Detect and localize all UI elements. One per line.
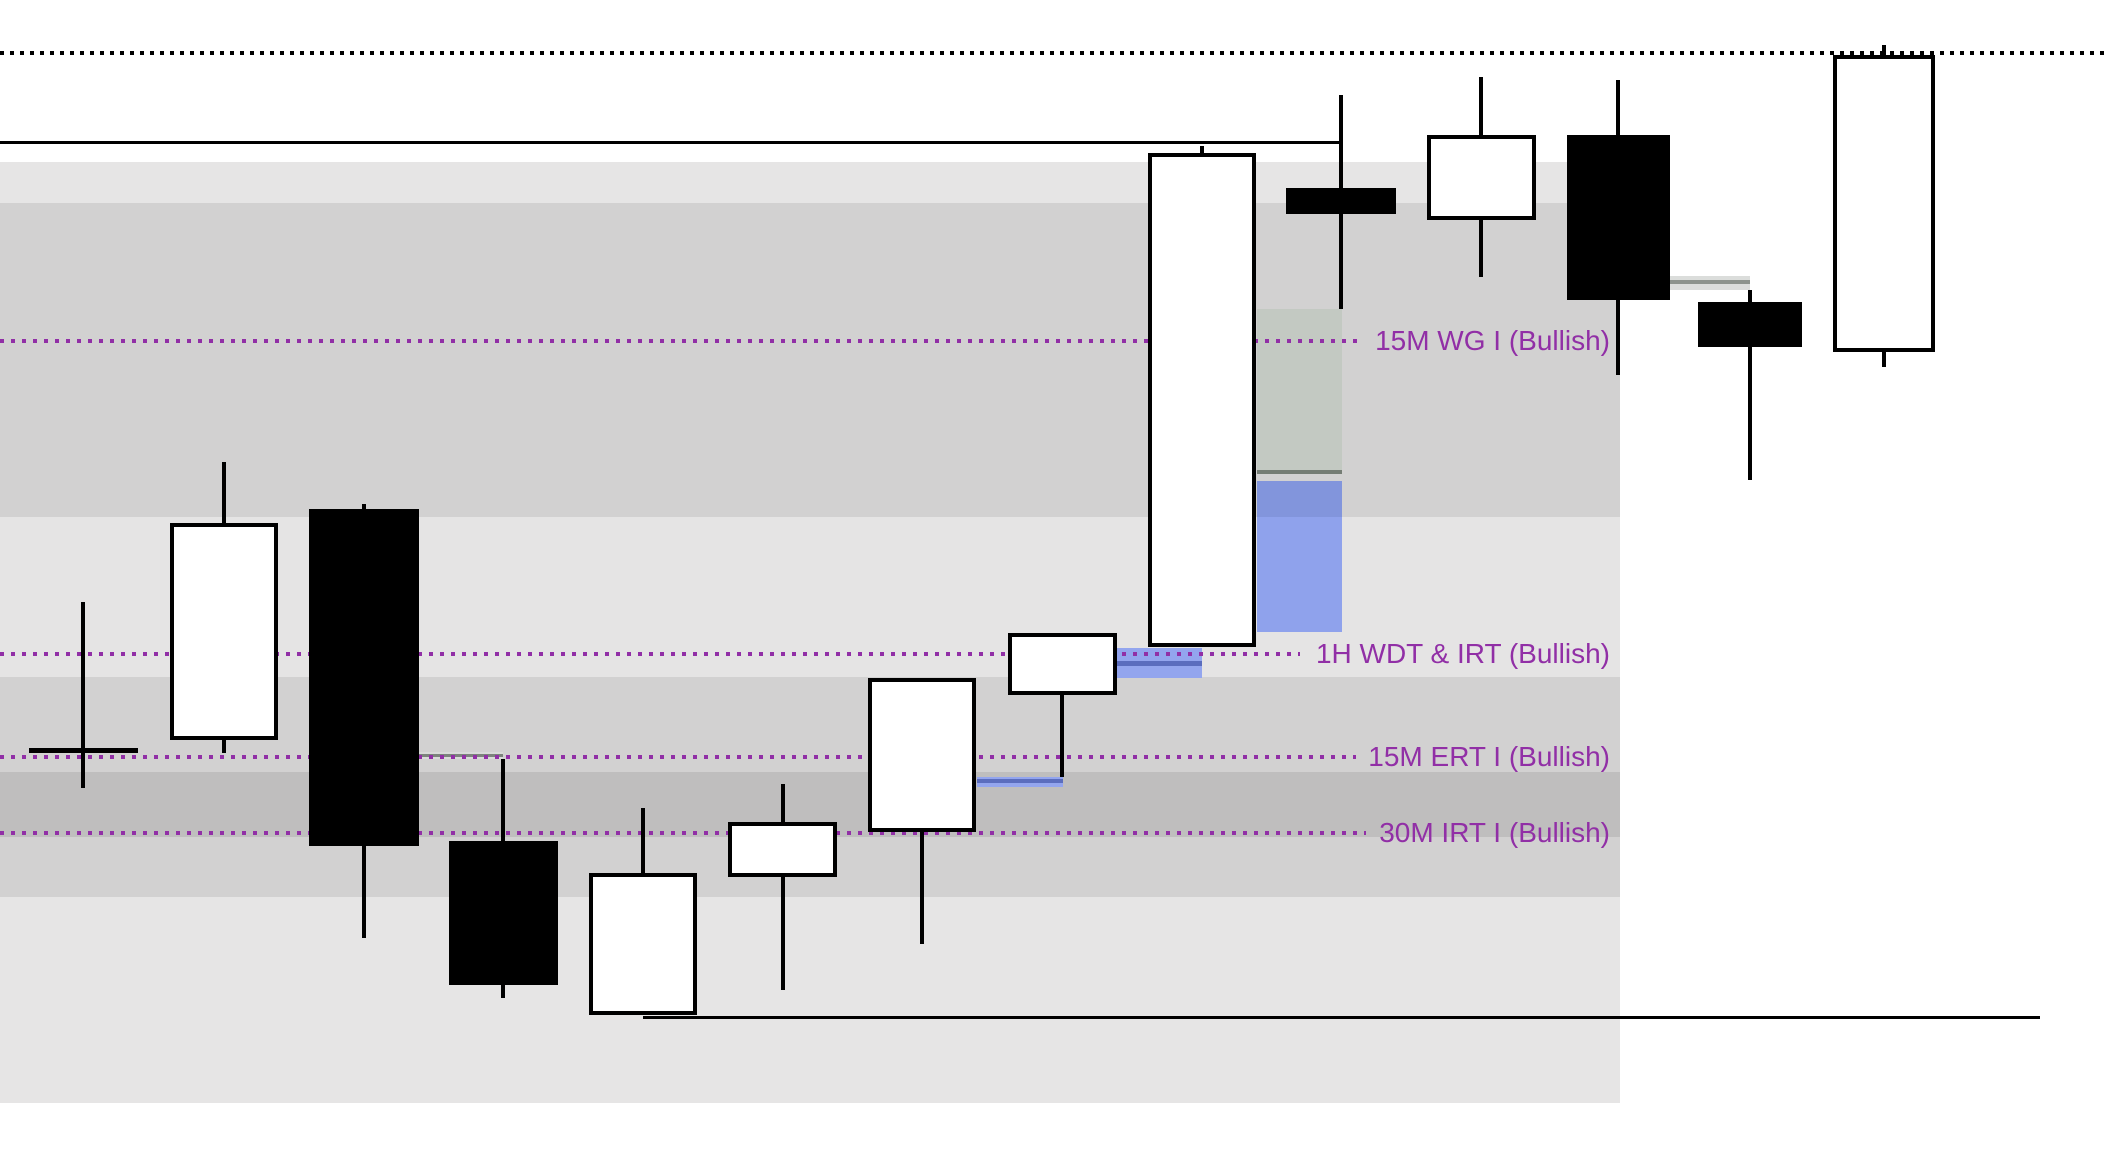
- signal-label-1[interactable]: 1H WDT & IRT (Bullish): [1315, 638, 1610, 669]
- gap-zone-blue-upper: [1257, 481, 1342, 517]
- gap-zone-green-line: [1257, 470, 1342, 474]
- signal-line-3: [0, 831, 1366, 835]
- candle-3-body-bear[interactable]: [309, 509, 419, 846]
- candle-6-body-bull[interactable]: [728, 822, 837, 877]
- candle-9-body-bull[interactable]: [1148, 153, 1256, 647]
- candle-2-body-bull[interactable]: [170, 523, 278, 740]
- solid-level-line-lower[interactable]: [643, 1016, 2040, 1019]
- candle-6-wick: [781, 784, 785, 990]
- signal-label-2[interactable]: 15M ERT I (Bullish): [1368, 741, 1610, 772]
- dotted-resistance-line[interactable]: [0, 51, 2110, 55]
- signal-line-1: [0, 652, 1300, 656]
- candle-13-wick: [1748, 290, 1752, 480]
- candle-1-body-doji[interactable]: [29, 748, 138, 753]
- candle-8-wick: [1060, 633, 1064, 777]
- candle-1-wick: [81, 602, 85, 788]
- candle-14-body-bull[interactable]: [1833, 55, 1935, 352]
- candle-7-body-bull[interactable]: [868, 678, 976, 832]
- signal-line-0: [0, 339, 1360, 343]
- candle-4-body-bear[interactable]: [449, 841, 558, 985]
- signal-label-3[interactable]: 30M IRT I (Bullish): [1379, 817, 1610, 848]
- candle-12-body-bear[interactable]: [1567, 135, 1670, 300]
- gap-zone-blue-lower: [1257, 517, 1342, 632]
- candle-5-body-bull[interactable]: [589, 873, 697, 1015]
- gap-bar-gray-2-line: [1670, 280, 1750, 284]
- signal-line-2: [0, 755, 1356, 759]
- candle-10-body-bear[interactable]: [1286, 188, 1396, 214]
- solid-level-line-upper[interactable]: [0, 141, 1341, 144]
- candle-13-body-bear[interactable]: [1698, 302, 1802, 347]
- background-band-band-medium-1: [0, 203, 1620, 517]
- gap-bar-blue-2-line: [977, 779, 1063, 783]
- background-band-band-light-3: [0, 897, 1620, 1103]
- candle-8-body-bull[interactable]: [1008, 633, 1117, 695]
- gap-bar-blue-1-line: [1117, 661, 1202, 666]
- candle-11-body-bull[interactable]: [1427, 135, 1536, 220]
- gap-zone-green: [1257, 309, 1342, 470]
- signal-label-0[interactable]: 15M WG I (Bullish): [1375, 325, 1610, 356]
